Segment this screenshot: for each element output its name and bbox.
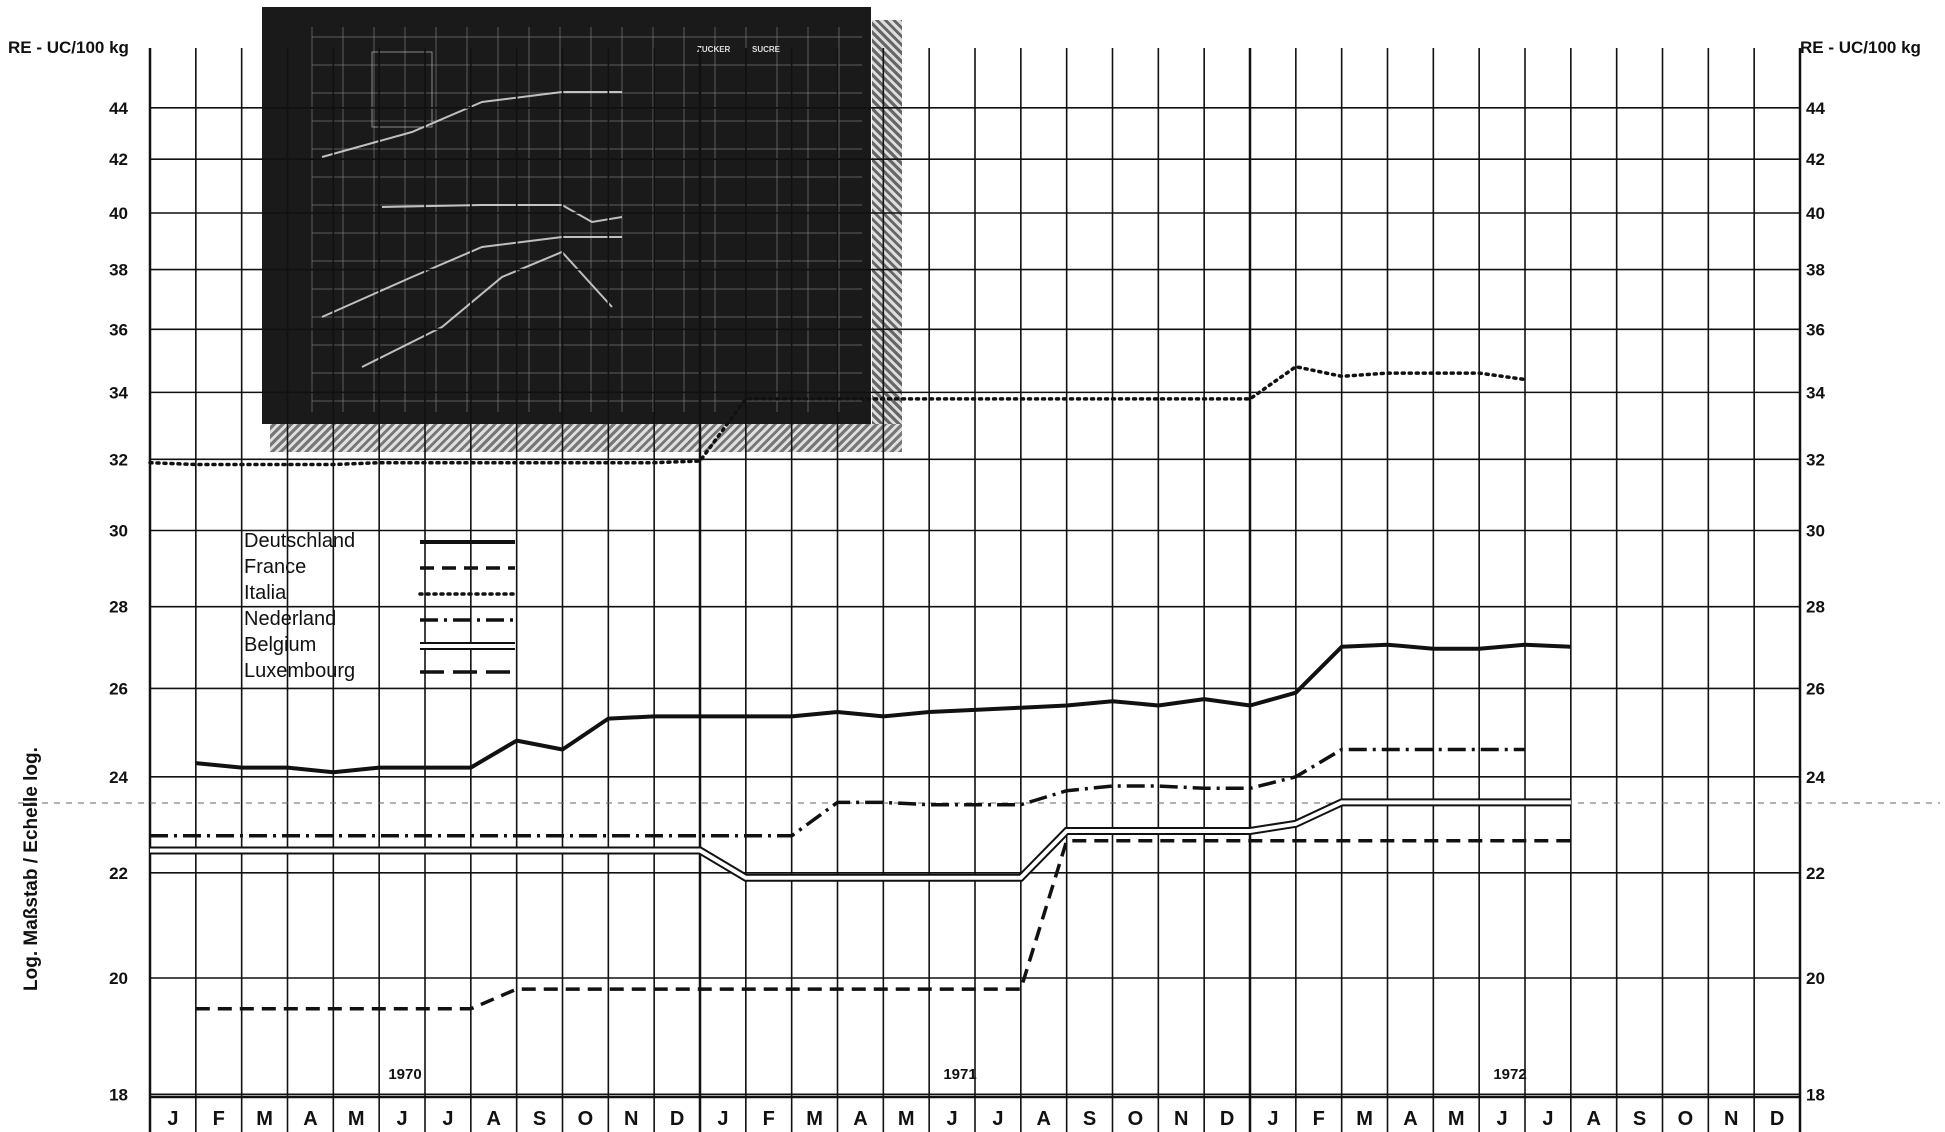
month-label: M — [348, 1108, 365, 1130]
inset-title-fr: SUCRE — [752, 45, 781, 54]
month-label: O — [1678, 1108, 1694, 1130]
y-tick-label-left: 18 — [109, 1085, 128, 1104]
legend-label-luxembourg: Luxembourg — [244, 660, 356, 682]
y-tick-label-left: 44 — [109, 99, 128, 118]
month-label: D — [670, 1108, 684, 1130]
month-label: M — [256, 1108, 273, 1130]
month-label: O — [1128, 1108, 1144, 1130]
y-axis-unit-left: RE - UC/100 kg — [8, 38, 129, 57]
month-label: M — [806, 1108, 823, 1130]
month-label: F — [763, 1108, 775, 1130]
y-tick-label-right: 34 — [1806, 383, 1825, 402]
month-label: N — [1724, 1108, 1738, 1130]
month-label: M — [1448, 1108, 1465, 1130]
series-france-line — [195, 838, 1571, 1011]
month-label: S — [1083, 1108, 1096, 1130]
month-label: M — [1356, 1108, 1373, 1130]
month-label: J — [167, 1108, 178, 1130]
y-tick-label-left: 34 — [109, 383, 128, 402]
series-deutschland-line — [195, 642, 1571, 775]
month-label: N — [1174, 1108, 1188, 1130]
legend-label-deutschland: Deutschland — [244, 530, 356, 552]
inset-title-de: ZUCKER — [697, 45, 731, 54]
y-tick-label-left: 22 — [109, 864, 128, 883]
y-tick-label-right: 24 — [1806, 768, 1825, 787]
y-axis-unit-right: RE - UC/100 kg — [1800, 38, 1921, 57]
y-tick-label-right: 44 — [1806, 99, 1825, 118]
y-tick-label-left: 42 — [109, 150, 128, 169]
month-label: D — [1770, 1108, 1784, 1130]
year-label: 1971 — [943, 1066, 976, 1083]
month-label: J — [1267, 1108, 1278, 1130]
inset-series-line — [321, 91, 622, 158]
legend-label-italia: Italia — [244, 582, 287, 604]
series-italia-line — [148, 364, 1527, 467]
month-label: A — [303, 1108, 317, 1130]
month-label: S — [533, 1108, 546, 1130]
y-tick-label-left: 26 — [109, 679, 128, 698]
inset-photo: ZUCKER SUCRE — [262, 7, 871, 424]
y-tick-label-right: 22 — [1806, 864, 1825, 883]
month-label: D — [1220, 1108, 1234, 1130]
month-label: A — [1037, 1108, 1051, 1130]
y-tick-label-right: 38 — [1806, 261, 1825, 280]
month-label: A — [853, 1108, 867, 1130]
series-belgium-line — [150, 798, 1571, 882]
y-tick-label-right: 26 — [1806, 679, 1825, 698]
y-tick-label-right: 18 — [1806, 1085, 1825, 1104]
series-belgium-line-inner — [150, 800, 1571, 880]
y-tick-label-left: 30 — [109, 522, 128, 541]
y-tick-label-left: 24 — [109, 768, 128, 787]
month-label: J — [442, 1108, 453, 1130]
month-label: N — [624, 1108, 638, 1130]
scale-label: Log. Maßstab / Echelle log. — [21, 747, 42, 991]
month-label: J — [992, 1108, 1003, 1130]
y-tick-label-right: 20 — [1806, 969, 1825, 988]
y-tick-label-left: 28 — [109, 598, 128, 617]
y-tick-label-left: 20 — [109, 969, 128, 988]
month-label: A — [1403, 1108, 1417, 1130]
legend-label-belgium: Belgium — [244, 634, 317, 656]
month-label: A — [487, 1108, 501, 1130]
month-label: J — [717, 1108, 728, 1130]
inset-series-line — [321, 236, 622, 318]
year-label: 1972 — [1493, 1066, 1526, 1083]
y-tick-label-left: 36 — [109, 320, 128, 339]
inset-frame-right — [872, 20, 902, 450]
y-tick-label-right: 40 — [1806, 204, 1825, 223]
legend-label-nederland: Nederland — [244, 608, 337, 630]
y-tick-label-right: 30 — [1806, 522, 1825, 541]
legend-label-france: France — [244, 556, 307, 578]
month-label: J — [1542, 1108, 1553, 1130]
month-label: J — [397, 1108, 408, 1130]
series-nederland-line — [150, 747, 1525, 838]
month-label: F — [1313, 1108, 1325, 1130]
month-label: S — [1633, 1108, 1646, 1130]
y-tick-label-left: 38 — [109, 261, 128, 280]
y-tick-label-right: 28 — [1806, 598, 1825, 617]
month-label: M — [898, 1108, 915, 1130]
month-label: O — [578, 1108, 594, 1130]
y-tick-label-right: 42 — [1806, 150, 1825, 169]
year-label: 1970 — [388, 1066, 421, 1083]
y-tick-label-right: 36 — [1806, 320, 1825, 339]
y-tick-label-right: 32 — [1806, 450, 1825, 469]
y-tick-label-left: 40 — [109, 204, 128, 223]
y-tick-label-left: 32 — [109, 450, 128, 469]
month-label: J — [947, 1108, 958, 1130]
month-label: A — [1587, 1108, 1601, 1130]
inset-frame-bottom — [270, 424, 902, 452]
month-label: J — [1497, 1108, 1508, 1130]
inset-legend-box — [371, 51, 433, 128]
month-label: F — [213, 1108, 225, 1130]
